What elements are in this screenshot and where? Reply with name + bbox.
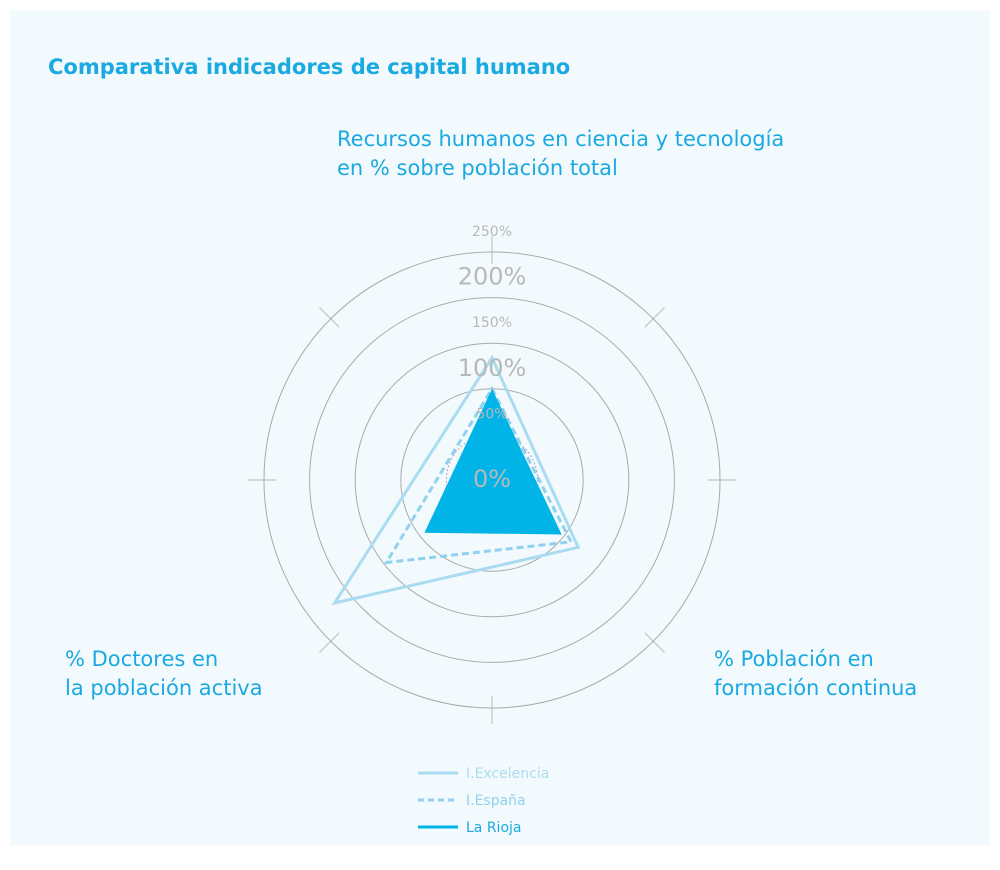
axis-tick <box>319 307 340 328</box>
legend-label: I.Excelencia <box>466 766 549 782</box>
legend-label: I.España <box>466 793 526 809</box>
axis-label: Recursos humanos en ciencia y tecnología <box>337 127 784 151</box>
tick-label: 250% <box>472 224 512 240</box>
grid-ring <box>354 342 630 618</box>
chart-title: Comparativa indicadores de capital human… <box>48 55 570 79</box>
tick-label: 50% <box>476 406 507 422</box>
tick-label: 100% <box>458 354 527 382</box>
axis-tick <box>644 632 665 653</box>
grid-ring <box>309 297 675 663</box>
axis-tick <box>319 632 340 653</box>
radar-series <box>424 388 562 535</box>
axis-tick <box>644 307 665 328</box>
grid-ring <box>263 251 721 709</box>
axis-label: % Población en <box>714 647 874 671</box>
axis-label: la población activa <box>65 676 263 700</box>
tick-label: 150% <box>472 315 512 331</box>
tick-label: 0% <box>473 465 511 493</box>
radar-series <box>331 354 581 606</box>
tick-label: 200% <box>458 263 527 291</box>
legend-label: La Rioja <box>466 820 521 836</box>
axis-label: % Doctores en <box>65 647 218 671</box>
axis-label: formación continua <box>714 676 917 700</box>
radar-series <box>383 385 574 565</box>
axis-label: en % sobre población total <box>337 156 618 180</box>
